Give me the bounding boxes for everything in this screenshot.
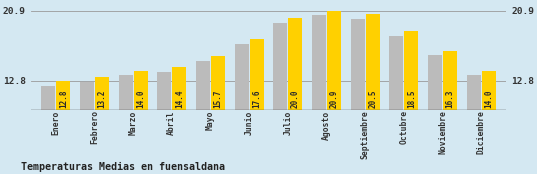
Bar [41,86,55,110]
Text: 20.9: 20.9 [330,90,338,108]
Text: 15.7: 15.7 [214,90,222,108]
Text: 18.5: 18.5 [407,90,416,108]
Bar [134,70,148,110]
Bar [235,44,249,110]
Text: 14.4: 14.4 [175,90,184,108]
Bar [443,50,457,110]
Text: 20.0: 20.0 [291,90,300,108]
Bar [80,82,94,110]
Bar [172,67,186,110]
Bar [157,72,171,110]
Bar [196,61,210,110]
Text: 17.6: 17.6 [252,90,261,108]
Text: Temperaturas Medias en fuensaldana: Temperaturas Medias en fuensaldana [21,162,226,172]
Bar [327,11,341,110]
Bar [389,36,403,110]
Bar [428,55,442,110]
Text: 16.3: 16.3 [446,90,455,108]
Bar [312,15,326,110]
Bar [288,18,302,110]
Text: 20.5: 20.5 [368,90,377,108]
Bar [366,14,380,110]
Bar [467,75,481,110]
Bar [95,77,109,110]
Bar [211,56,225,110]
Text: 12.8: 12.8 [59,90,68,108]
Bar [250,39,264,110]
Bar [351,19,365,110]
Bar [404,31,418,110]
Text: 14.0: 14.0 [484,90,494,108]
Text: 13.2: 13.2 [98,90,106,108]
Bar [56,81,70,110]
Bar [482,70,496,110]
Text: 14.0: 14.0 [136,90,145,108]
Bar [119,75,133,110]
Bar [273,23,287,110]
